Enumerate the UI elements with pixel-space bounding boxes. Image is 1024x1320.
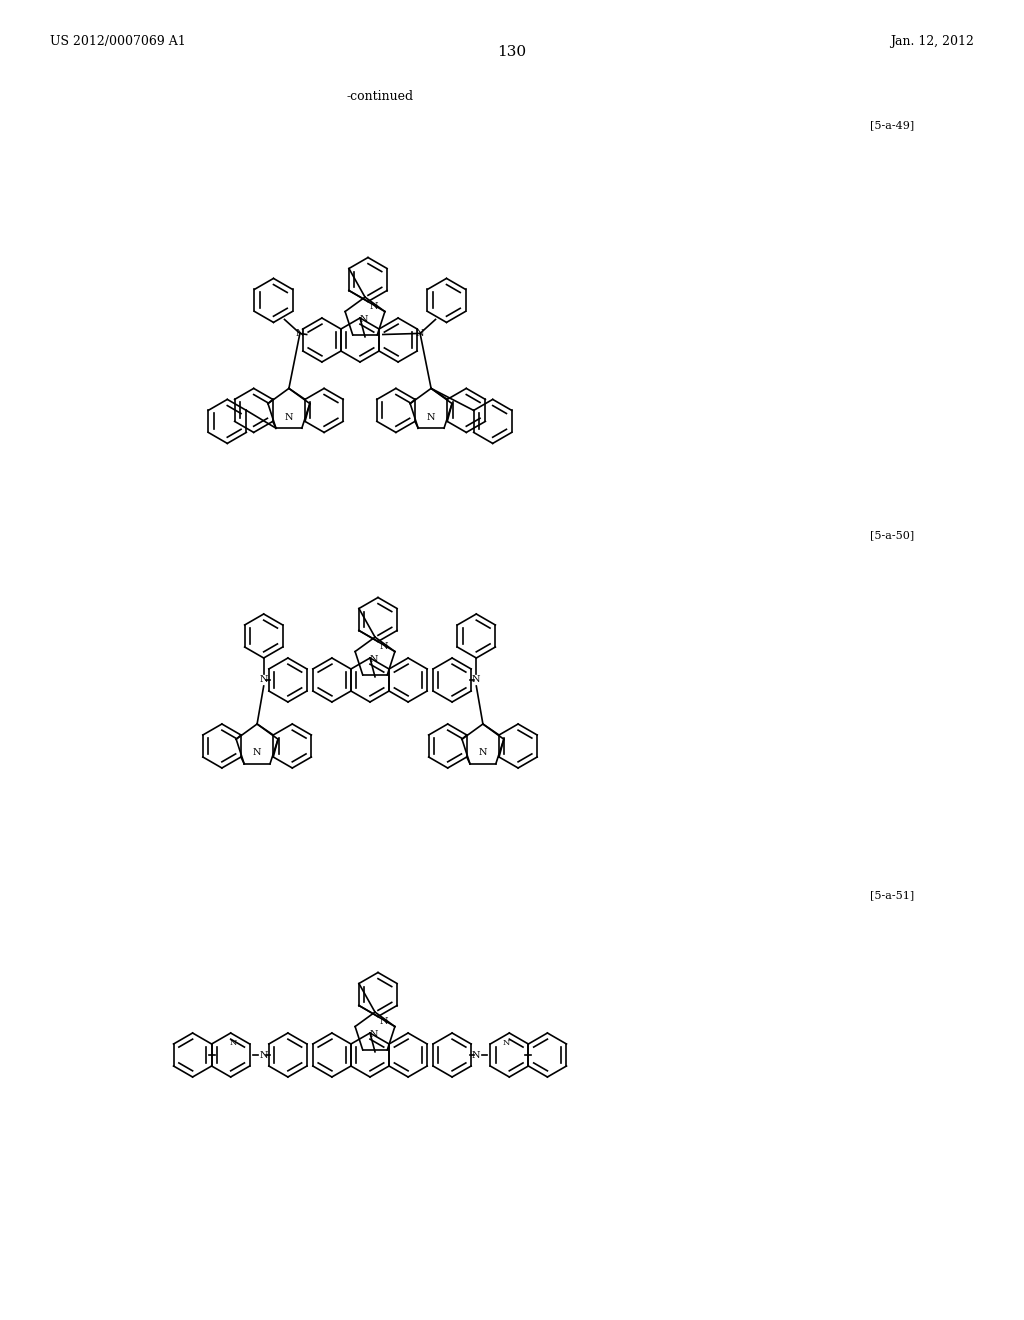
Text: N: N <box>259 1051 268 1060</box>
Text: N: N <box>427 412 435 421</box>
Text: N: N <box>416 329 424 338</box>
Text: [5-a-50]: [5-a-50] <box>870 531 914 540</box>
Text: [5-a-49]: [5-a-49] <box>870 120 914 129</box>
Text: US 2012/0007069 A1: US 2012/0007069 A1 <box>50 36 185 48</box>
Text: N: N <box>503 1039 510 1047</box>
Text: N: N <box>359 314 369 323</box>
Text: N: N <box>472 676 480 685</box>
Text: -continued: -continued <box>346 90 414 103</box>
Text: N: N <box>379 1016 388 1026</box>
Text: N: N <box>370 1030 378 1039</box>
Text: N: N <box>478 748 487 758</box>
Text: N: N <box>472 1051 480 1060</box>
Text: N: N <box>369 302 378 312</box>
Text: N: N <box>230 1039 238 1047</box>
Text: N: N <box>259 676 268 685</box>
Text: N: N <box>253 748 261 758</box>
Text: N: N <box>296 329 304 338</box>
Text: N: N <box>370 655 378 664</box>
Text: 130: 130 <box>498 45 526 59</box>
Text: N: N <box>285 412 293 421</box>
Text: N: N <box>379 642 388 651</box>
Text: Jan. 12, 2012: Jan. 12, 2012 <box>890 36 974 48</box>
Text: [5-a-51]: [5-a-51] <box>870 890 914 900</box>
